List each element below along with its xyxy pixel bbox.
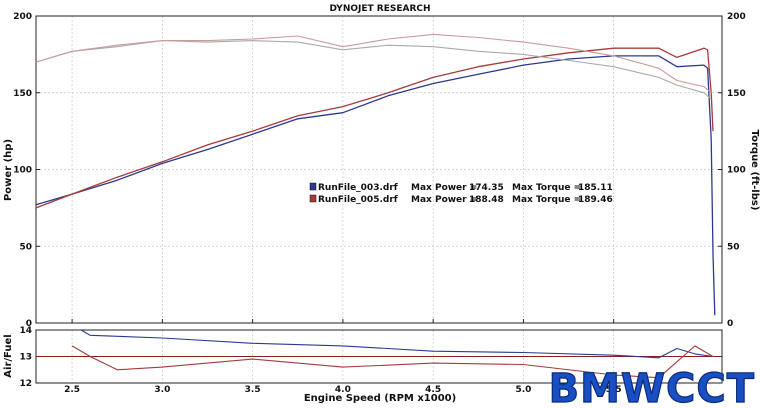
y-axis-label-right: Torque (ft-lbs) — [749, 130, 760, 211]
af-y-ticks: 12 13 14 — [19, 326, 32, 389]
af-plot-grid — [36, 329, 722, 384]
legend-torque-label-1: Max Torque = — [512, 183, 581, 193]
chart-title: DYNOJET RESEARCH — [329, 4, 430, 14]
af-y-tick-label: 14 — [19, 326, 32, 336]
x-tick-label: 3.5 — [245, 385, 261, 395]
y-axis-label-left: Power (hp) — [3, 139, 14, 201]
legend-swatch-2 — [309, 194, 317, 203]
af-y-tick-label: 13 — [19, 353, 32, 363]
af-series-group — [71, 329, 714, 379]
legend-file-2: RunFile_005.drf — [318, 195, 398, 205]
x-ticks: 2.5 3.0 3.5 4.0 4.5 5.0 5.5 — [64, 319, 622, 395]
legend-torque-value-1: 185.11 — [578, 183, 613, 193]
legend-torque-value-2: 189.46 — [578, 195, 613, 205]
right-y-tick-label: 50 — [727, 242, 740, 252]
right-y-tick-label: 150 — [727, 89, 746, 99]
left-y-tick-label: 50 — [19, 242, 32, 252]
x-tick-label: 4.0 — [335, 385, 351, 395]
right-y-tick-label: 100 — [727, 166, 746, 176]
left-y-tick-label: 150 — [13, 89, 32, 99]
main-series-group — [35, 33, 716, 316]
bmwcct-watermark-logo: BMWCCT — [549, 366, 755, 408]
legend-power-value-1: 174.35 — [469, 183, 504, 193]
af-plot-frame — [35, 329, 723, 384]
af-y-tick-label: 12 — [19, 379, 32, 389]
right-y-ticks: 0 50 100 150 200 — [718, 12, 746, 329]
right-y-tick-label: 0 — [727, 319, 733, 329]
legend-power-value-2: 188.48 — [469, 195, 504, 205]
legend: RunFile_003.drf Max Power = 174.35 Max T… — [309, 182, 613, 205]
x-tick-label: 5.0 — [515, 385, 531, 395]
left-y-tick-label: 100 — [13, 166, 32, 176]
legend-swatch-1 — [309, 182, 317, 191]
legend-power-label-2: Max Power = — [411, 195, 477, 205]
left-y-ticks: 0 50 100 150 200 — [13, 12, 40, 329]
legend-file-1: RunFile_003.drf — [318, 183, 398, 193]
x-axis-label: Engine Speed (RPM x1000) — [304, 393, 456, 404]
legend-power-label-1: Max Power = — [411, 183, 477, 193]
x-tick-label: 5.5 — [606, 385, 622, 395]
af-axis-label: Air/Fuel — [3, 334, 14, 377]
series-line-power-run005 — [35, 47, 714, 209]
left-y-tick-label: 200 — [13, 12, 32, 22]
af-series-line-run005 — [71, 345, 714, 379]
legend-torque-label-2: Max Torque = — [512, 195, 581, 205]
right-y-tick-label: 200 — [727, 12, 746, 22]
af-series-line-run003 — [80, 329, 714, 359]
left-y-tick-label: 0 — [26, 319, 32, 329]
x-tick-label: 3.0 — [154, 385, 170, 395]
x-tick-label: 4.5 — [425, 385, 441, 395]
x-tick-label: 2.5 — [64, 385, 80, 395]
series-line-torque-run003 — [35, 40, 712, 100]
series-line-torque-run005 — [35, 33, 712, 94]
series-line-power-run003 — [35, 55, 716, 316]
main-plot-grid — [36, 15, 722, 324]
